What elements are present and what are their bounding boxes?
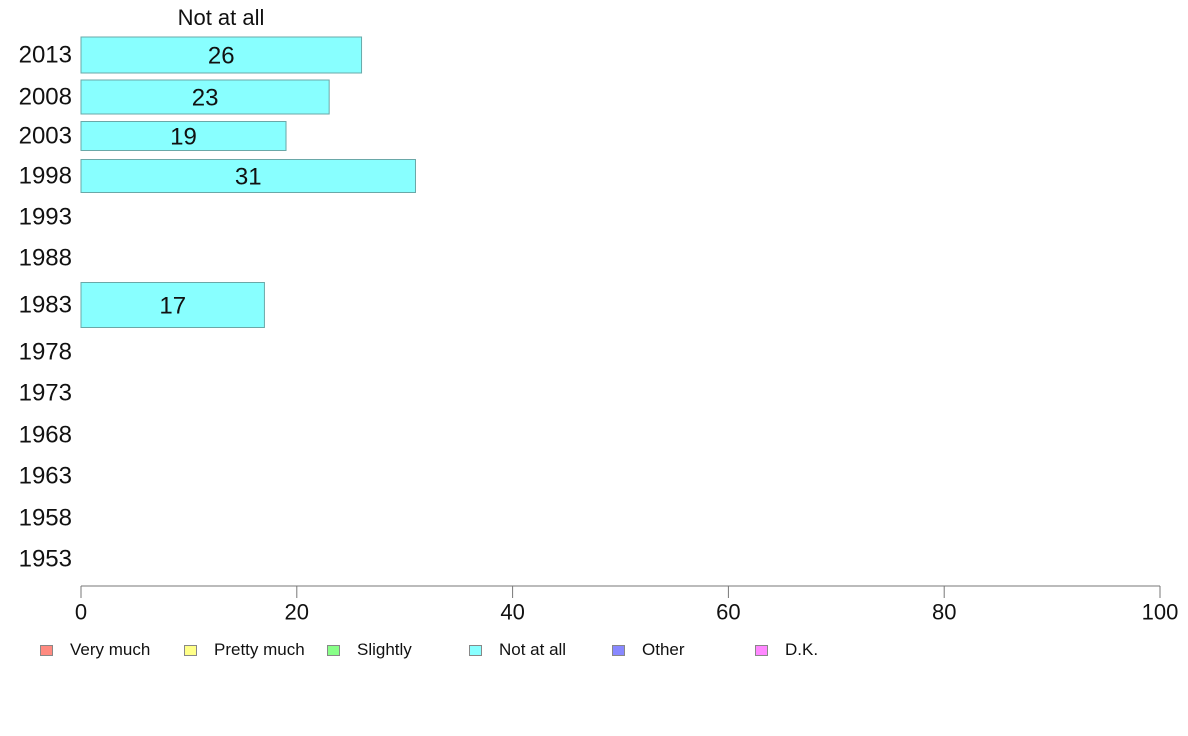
legend-swatch — [612, 644, 625, 656]
x-tick-label: 40 — [500, 600, 524, 625]
y-tick-label: 1978 — [19, 339, 72, 366]
y-tick-label: 1993 — [19, 204, 72, 231]
y-tick-label: 1968 — [19, 422, 72, 449]
legend-item-other: Other — [612, 638, 685, 662]
bar-value-label: 23 — [192, 85, 219, 112]
legend-swatch — [327, 644, 340, 656]
legend-swatch — [184, 644, 197, 656]
y-axis-labels: 2013 2008 2003 1998 1993 1988 1983 1978 1973 1968… — [19, 42, 72, 573]
y-tick-label: 2013 — [19, 42, 72, 69]
legend-label: Slightly — [357, 640, 412, 659]
legend-item-very-much: Very much — [40, 638, 150, 662]
y-tick-label: 1963 — [19, 463, 72, 490]
legend-label: Very much — [70, 640, 151, 659]
y-tick-label: 2003 — [19, 123, 72, 150]
bar-value-label: 31 — [235, 164, 262, 191]
bar — [80, 79, 330, 115]
x-tick-label: 80 — [932, 600, 956, 625]
legend-label: D.K. — [785, 640, 819, 659]
y-tick-label: 1958 — [19, 505, 72, 532]
y-tick-label: 1983 — [19, 292, 72, 319]
y-tick-label: 1973 — [19, 380, 72, 407]
legend-label: Pretty much — [214, 640, 305, 659]
y-tick-label: 1988 — [19, 245, 72, 272]
x-tick-label: 100 — [1142, 600, 1179, 625]
bar — [80, 159, 416, 193]
bar-value-label: 26 — [208, 43, 235, 70]
x-tick-label: 60 — [716, 600, 740, 625]
legend: Very much Pretty much Slightly Not at al… — [0, 638, 1188, 662]
legend-item-slightly: Slightly — [327, 638, 412, 662]
chart-title: Not at all — [178, 5, 265, 30]
legend-item-dk: D.K. — [755, 638, 818, 662]
bar-value-label: 19 — [170, 124, 197, 151]
legend-swatch — [755, 644, 768, 656]
legend-label: Other — [642, 640, 685, 659]
x-tick-label: 0 — [75, 600, 87, 625]
y-tick-label: 2008 — [19, 84, 72, 111]
legend-item-pretty-much: Pretty much — [184, 638, 305, 662]
bar-value-label: 17 — [159, 293, 186, 320]
bars-group: 26 23 19 31 17 — [80, 36, 416, 328]
bar — [80, 36, 363, 74]
bar — [80, 121, 287, 151]
legend-swatch — [40, 644, 53, 656]
legend-swatch — [469, 644, 482, 656]
x-axis: 0 20 40 60 80 100 — [75, 585, 1179, 625]
legend-item-not-at-all: Not at all — [469, 638, 566, 662]
legend-label: Not at all — [499, 640, 567, 659]
x-tick-label: 20 — [285, 600, 309, 625]
bar — [80, 282, 265, 328]
y-tick-label: 1953 — [19, 546, 72, 573]
y-tick-label: 1998 — [19, 163, 72, 190]
